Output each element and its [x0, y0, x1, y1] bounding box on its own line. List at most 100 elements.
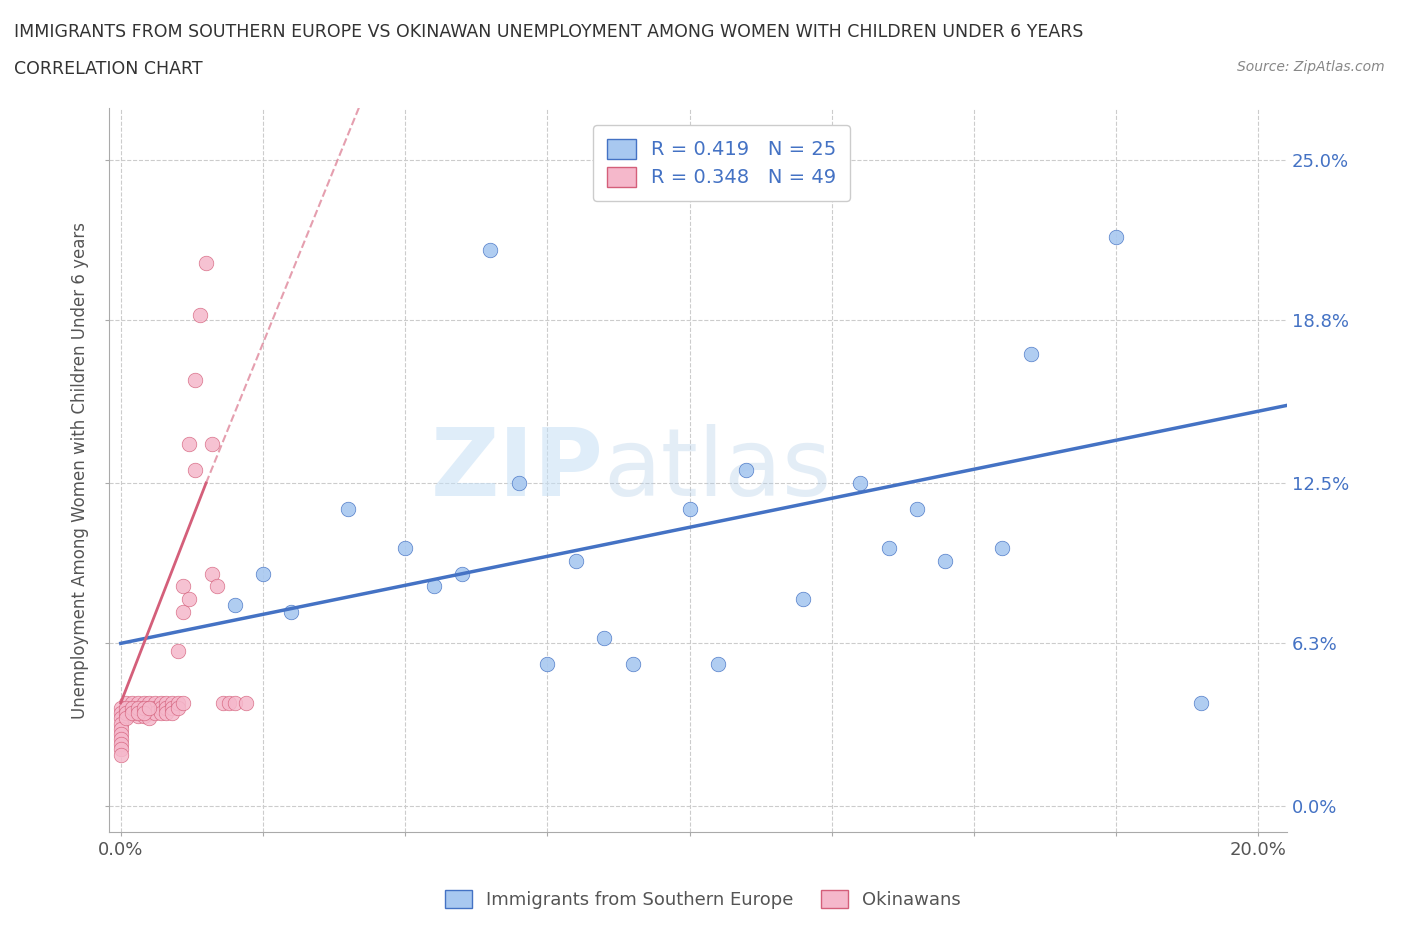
Point [172, 579, 194, 594]
Point [337, 501, 360, 516]
Point [905, 501, 928, 516]
Point [110, 726, 132, 741]
Point [110, 742, 132, 757]
Point [110, 711, 132, 725]
Point [235, 696, 257, 711]
Point [252, 566, 274, 581]
Point [172, 604, 194, 619]
Point [195, 256, 218, 271]
Point [508, 475, 530, 490]
Point [394, 540, 416, 555]
Point [224, 597, 246, 612]
Point [451, 566, 474, 581]
Point [155, 696, 177, 711]
Point [127, 709, 149, 724]
Point [183, 372, 205, 387]
Point [127, 700, 149, 715]
Text: CORRELATION CHART: CORRELATION CHART [14, 60, 202, 78]
Text: ZIP: ZIP [432, 424, 603, 516]
Point [212, 696, 235, 711]
Point [190, 308, 212, 323]
Point [1019, 346, 1042, 361]
Point [110, 700, 132, 715]
Point [149, 696, 172, 711]
Point [155, 706, 177, 721]
Point [138, 711, 160, 725]
Point [160, 696, 183, 711]
Point [177, 592, 200, 607]
Point [166, 696, 188, 711]
Point [121, 696, 143, 711]
Point [110, 737, 132, 751]
Point [138, 700, 160, 715]
Point [115, 711, 138, 725]
Point [132, 700, 155, 715]
Point [479, 243, 502, 258]
Point [121, 706, 143, 721]
Point [121, 700, 143, 715]
Point [172, 696, 194, 711]
Point [565, 553, 588, 568]
Point [110, 716, 132, 731]
Point [991, 540, 1014, 555]
Point [177, 437, 200, 452]
Point [132, 706, 155, 721]
Point [115, 706, 138, 721]
Point [207, 579, 229, 594]
Point [138, 696, 160, 711]
Point [849, 475, 872, 490]
Point [792, 592, 814, 607]
Point [224, 696, 246, 711]
Point [127, 706, 149, 721]
Point [160, 700, 183, 715]
Legend: Immigrants from Southern Europe, Okinawans: Immigrants from Southern Europe, Okinawa… [437, 883, 969, 916]
Point [115, 709, 138, 724]
Point [132, 709, 155, 724]
Text: atlas: atlas [603, 424, 832, 516]
Point [121, 700, 143, 715]
Text: Source: ZipAtlas.com: Source: ZipAtlas.com [1237, 60, 1385, 74]
Point [110, 747, 132, 762]
Point [132, 706, 155, 721]
Point [115, 703, 138, 718]
Point [149, 706, 172, 721]
Point [143, 696, 166, 711]
Point [678, 501, 700, 516]
Legend: R = 0.419   N = 25, R = 0.348   N = 49: R = 0.419 N = 25, R = 0.348 N = 49 [593, 125, 851, 201]
Point [149, 700, 172, 715]
Point [155, 700, 177, 715]
Point [110, 722, 132, 737]
Point [183, 462, 205, 477]
Point [707, 657, 730, 671]
Point [1189, 696, 1212, 711]
Point [280, 604, 302, 619]
Point [127, 696, 149, 711]
Point [143, 706, 166, 721]
Point [422, 579, 444, 594]
Point [138, 700, 160, 715]
Y-axis label: Unemployment Among Women with Children Under 6 years: Unemployment Among Women with Children U… [72, 221, 89, 719]
Text: IMMIGRANTS FROM SOUTHERN EUROPE VS OKINAWAN UNEMPLOYMENT AMONG WOMEN WITH CHILDR: IMMIGRANTS FROM SOUTHERN EUROPE VS OKINA… [14, 23, 1084, 41]
Point [934, 553, 956, 568]
Point [143, 700, 166, 715]
Point [160, 706, 183, 721]
Point [621, 657, 644, 671]
Point [1105, 230, 1128, 245]
Point [132, 700, 155, 715]
Point [110, 732, 132, 747]
Point [110, 706, 132, 721]
Point [201, 437, 224, 452]
Point [115, 696, 138, 711]
Point [201, 566, 224, 581]
Point [127, 706, 149, 721]
Point [877, 540, 900, 555]
Point [218, 696, 240, 711]
Point [121, 706, 143, 721]
Point [127, 700, 149, 715]
Point [735, 462, 758, 477]
Point [138, 706, 160, 721]
Point [115, 700, 138, 715]
Point [166, 700, 188, 715]
Point [536, 657, 558, 671]
Point [132, 696, 155, 711]
